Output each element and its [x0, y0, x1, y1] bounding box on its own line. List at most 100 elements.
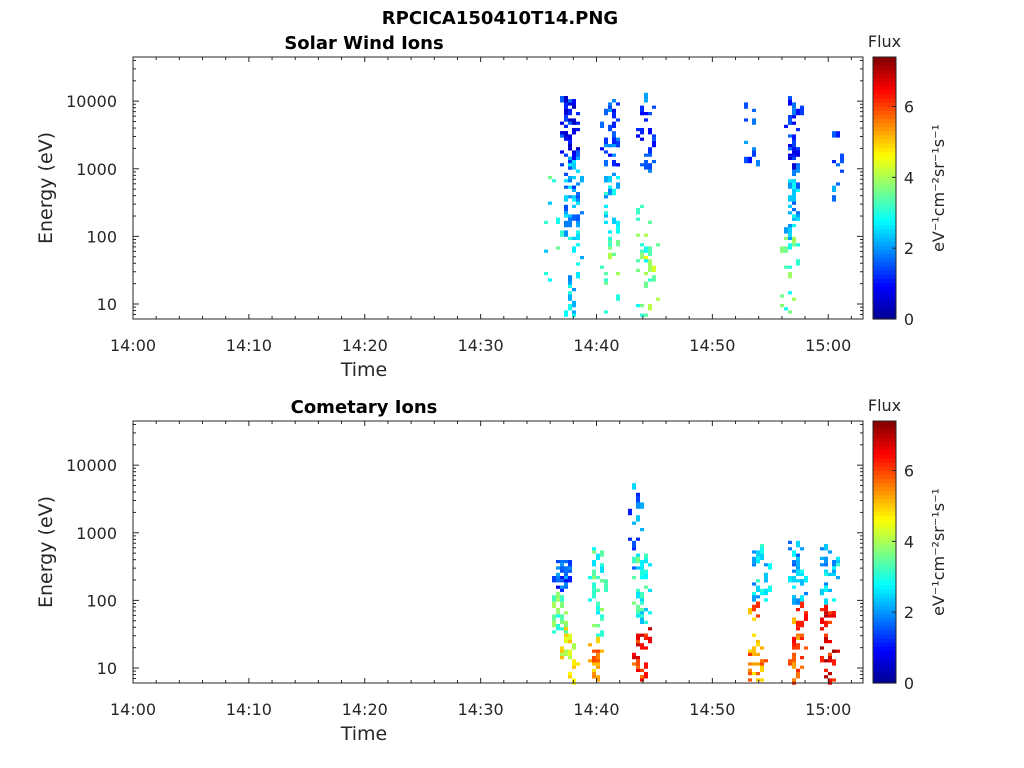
heatmap-cell	[576, 195, 580, 199]
colorbar-swatch	[873, 220, 896, 226]
heatmap-cell	[644, 569, 648, 573]
heatmap-cell	[648, 153, 652, 157]
colorbar-swatch	[873, 646, 896, 651]
heatmap-cell	[596, 649, 600, 653]
heatmap-cell	[756, 560, 760, 564]
heatmap-cell	[792, 169, 796, 176]
heatmap-cell	[800, 601, 804, 608]
heatmap-cell	[560, 131, 564, 135]
heatmap-cell	[756, 585, 760, 592]
colorbar-title: Flux	[868, 32, 901, 51]
heatmap-cell	[632, 662, 636, 666]
heatmap-cell	[828, 659, 832, 663]
heatmap-cell	[600, 630, 604, 637]
heatmap-cell	[576, 169, 580, 173]
heatmap-cell	[648, 563, 652, 567]
heatmap-cell	[596, 665, 600, 669]
heatmap-cell	[824, 620, 828, 628]
heatmap-cell	[644, 556, 648, 560]
heatmap-cell	[576, 224, 580, 228]
heatmap-cell	[652, 140, 656, 148]
heatmap-cell	[564, 620, 568, 624]
heatmap-cell	[644, 662, 648, 669]
heatmap-cell	[752, 662, 756, 666]
colorbar-swatch	[873, 269, 896, 275]
heatmap-cell	[796, 553, 800, 557]
colorbar-swatch	[873, 642, 896, 647]
heatmap-cell	[792, 217, 796, 221]
heatmap-cell	[600, 579, 604, 583]
colorbar-tick-label: 2	[904, 239, 914, 258]
heatmap-cell	[568, 121, 572, 125]
heatmap-cell	[616, 144, 620, 148]
heatmap-cell	[824, 659, 828, 663]
heatmap-cell	[636, 502, 640, 509]
heatmap-cell	[572, 236, 576, 240]
heatmap-cell	[648, 252, 652, 256]
heatmap-cell	[788, 233, 792, 237]
heatmap-cell	[636, 614, 640, 618]
heatmap-cell	[788, 576, 792, 583]
heatmap-cell	[552, 576, 556, 583]
colorbar-swatch	[873, 118, 896, 124]
heatmap-cell	[564, 566, 568, 573]
heatmap-cell	[556, 598, 560, 602]
heatmap-cell	[636, 643, 640, 647]
heatmap-cell	[572, 163, 576, 170]
heatmap-cell	[616, 182, 620, 189]
heatmap-cell	[600, 265, 604, 269]
heatmap-cell	[756, 643, 760, 647]
x-tick-label: 15:00	[805, 336, 851, 355]
heatmap-cell	[764, 659, 768, 663]
heatmap-cell	[824, 611, 828, 615]
heatmap-cell	[840, 169, 844, 173]
colorbar-tick-label: 4	[904, 532, 914, 551]
colorbar-swatch	[873, 531, 896, 537]
heatmap-cell	[832, 131, 836, 138]
colorbar-swatch	[873, 449, 896, 455]
heatmap-cells	[552, 483, 840, 685]
heatmap-cell	[644, 233, 648, 237]
colorbar-swatch	[873, 298, 896, 304]
heatmap-cell	[760, 665, 764, 672]
colorbar-swatch	[873, 110, 896, 115]
heatmap-cell	[800, 572, 804, 576]
heatmap-cell	[788, 310, 792, 314]
figure-title: RPCICA150410T14.PNG	[382, 8, 618, 29]
heatmap-cell	[636, 604, 640, 612]
heatmap-cell	[744, 140, 748, 144]
heatmap-cell	[556, 614, 560, 618]
heatmap-cell	[604, 214, 608, 218]
colorbar-swatch	[873, 592, 896, 598]
heatmap-cell	[612, 108, 616, 112]
heatmap-cell	[564, 230, 568, 237]
heatmap-cell	[564, 96, 568, 103]
heatmap-cell	[564, 579, 568, 583]
heatmap-cell	[788, 134, 792, 138]
heatmap-cell	[612, 112, 616, 119]
colorbar-swatch	[873, 666, 896, 672]
colorbar-swatch	[873, 674, 896, 680]
heatmap-cell	[568, 569, 572, 573]
x-tick-label: 15:00	[805, 700, 851, 719]
heatmap-cell	[552, 620, 556, 628]
colorbar-swatch	[873, 453, 896, 459]
heatmap-cell	[796, 579, 800, 583]
colorbar-swatch	[873, 543, 896, 549]
heatmap-cell	[644, 112, 648, 116]
heatmap-cell	[820, 556, 824, 560]
heatmap-cell	[796, 569, 800, 576]
heatmap-cell	[640, 576, 644, 580]
heatmap-cell	[832, 569, 836, 573]
heatmap-cell	[788, 195, 792, 202]
heatmap-cell	[760, 592, 764, 596]
heatmap-cell	[788, 272, 792, 279]
colorbar-swatch	[873, 200, 896, 205]
heatmap-cell	[592, 675, 596, 679]
colorbar-swatch	[873, 421, 896, 426]
heatmap-cell	[600, 617, 604, 621]
heatmap-cell	[616, 140, 620, 144]
heatmap-cell	[788, 291, 792, 295]
heatmap-cell	[652, 265, 656, 272]
colorbar-swatch	[873, 93, 896, 99]
